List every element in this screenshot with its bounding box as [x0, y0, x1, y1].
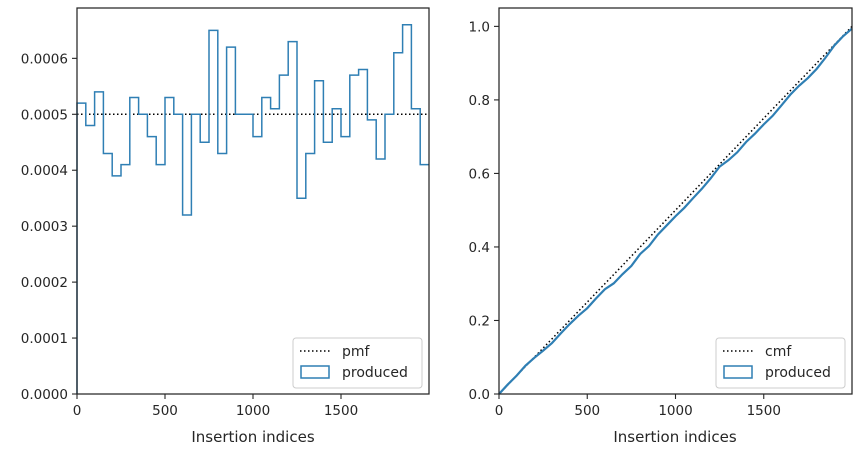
y-tick-label: 0.0002	[21, 275, 68, 291]
plot-area	[77, 8, 429, 394]
x-tick-label: 0	[73, 403, 82, 419]
legend-produced-swatch	[300, 365, 330, 379]
y-tick-label: 0.2	[469, 313, 490, 329]
x-tick-label: 1000	[658, 403, 692, 419]
y-tick-label: 0.0006	[21, 51, 68, 67]
cmf-chart: 0 500 1000 1500 0.0 0.2 0.4 0.6 0.8 1.0 Insertion…	[469, 7, 853, 446]
plot-frame	[498, 7, 853, 395]
legend-produced-label: produced	[765, 365, 831, 381]
y-tick-label: 0.0001	[21, 331, 68, 347]
plot-area	[499, 8, 852, 394]
produced-cumulative	[498, 27, 853, 395]
legend-produced-swatch	[723, 365, 753, 379]
y-tick-label: 0.0003	[21, 219, 68, 235]
y-tick-label: 0.0004	[21, 163, 68, 179]
x-tick-label: 500	[152, 403, 178, 419]
y-tick-label: 0.0000	[21, 387, 68, 403]
y-tick-label: 0.8	[469, 93, 490, 109]
produced-histogram	[76, 24, 429, 394]
x-tick-label: 0	[495, 403, 504, 419]
x-axis-label: Insertion indices	[613, 428, 736, 446]
legend-cmf-label: cmf	[765, 344, 792, 360]
x-tick-label: 500	[574, 403, 600, 419]
y-tick-label: 0.0005	[21, 107, 68, 123]
plot-frame	[76, 7, 430, 395]
legend: pmf produced	[292, 337, 423, 389]
legend-produced-label: produced	[342, 365, 408, 381]
cmf-line	[498, 25, 853, 395]
x-tick-label: 1500	[747, 403, 781, 419]
x-tick-label: 1500	[324, 403, 358, 419]
legend: cmf produced	[715, 337, 846, 389]
y-tick-label: 0.4	[469, 240, 490, 256]
legend-pmf-label: pmf	[342, 344, 371, 360]
pmf-chart: 0 500 1000 1500 0.0000 0.0001 0.0002 0.0003 0.00…	[21, 7, 430, 446]
y-tick-label: 0.0	[469, 387, 490, 403]
x-axis-label: Insertion indices	[191, 428, 314, 446]
y-tick-label: 0.6	[469, 166, 490, 182]
x-tick-label: 1000	[236, 403, 270, 419]
y-tick-label: 1.0	[469, 19, 490, 35]
